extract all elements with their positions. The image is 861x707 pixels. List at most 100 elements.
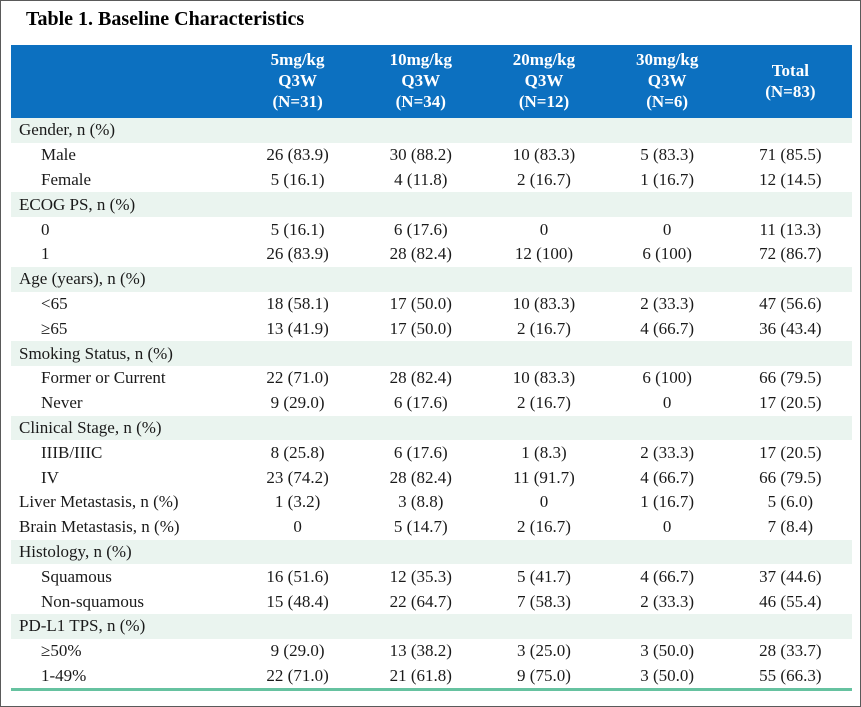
cell-value: 16 (51.6) (266, 566, 329, 586)
row-label: Never (41, 393, 83, 413)
row-label: 0 (41, 219, 50, 239)
row-label: <65 (41, 293, 68, 313)
cell-value: 6 (17.6) (393, 393, 448, 413)
cell-value: 22 (71.0) (266, 368, 329, 388)
cell-value: 3 (25.0) (517, 641, 571, 661)
cell-value: 18 (58.1) (266, 293, 329, 313)
table-body: Gender, n (%) Male 26 (83.9) 30 (88.2) 10 (8… (11, 118, 852, 688)
table-row: Non-squamous 15 (48.4) 22 (64.7) 7 (58.3) 2 … (11, 589, 852, 614)
column-header-line: Q3W (647, 71, 687, 91)
row-label: Male (41, 145, 76, 165)
table-row: 1 26 (83.9) 28 (82.4) 12 (100) 6 (100) 72 (86… (11, 242, 852, 267)
cell-value: 6 (100) (642, 244, 692, 264)
column-header: 20mg/kg Q3W (N=12) (482, 50, 605, 112)
column-header-line: Total (771, 60, 809, 80)
cell-value: 7 (8.4) (767, 517, 813, 537)
section-label: Clinical Stage, n (%) (19, 417, 162, 437)
cell-value: 46 (55.4) (759, 591, 822, 611)
table-row: 1-49% 22 (71.0) 21 (61.8) 9 (75.0) 3 (50.0) 5… (11, 664, 852, 689)
cell-value: 11 (13.3) (759, 219, 822, 239)
table-row: Female 5 (16.1) 4 (11.8) 2 (16.7) 1 (16.7) 12… (11, 168, 852, 193)
column-header-line: (N=6) (646, 91, 689, 111)
cell-value: 28 (82.4) (389, 467, 452, 487)
cell-value: 66 (79.5) (759, 467, 822, 487)
cell-value: 21 (61.8) (389, 665, 452, 685)
cell-value: 12 (100) (514, 244, 573, 264)
section-row: Smoking Status, n (%) (11, 341, 852, 366)
cell-value: 37 (44.6) (759, 566, 822, 586)
cell-value: 3 (50.0) (640, 641, 695, 661)
cell-value: 0 (293, 517, 302, 537)
table-header-row: 5mg/kg Q3W (N=31) 10mg/kg Q3W (N=34) 20mg/kg Q3… (11, 45, 852, 118)
row-label: IIIB/IIIC (41, 442, 103, 462)
row-label: 1 (41, 244, 50, 264)
column-header-line: 10mg/kg (389, 50, 452, 70)
cell-value: 55 (66.3) (759, 665, 822, 685)
table-row: <65 18 (58.1) 17 (50.0) 10 (83.3) 2 (33.3) 47… (11, 292, 852, 317)
cell-value: 8 (25.8) (270, 442, 325, 462)
column-header-line: Q3W (401, 71, 441, 91)
section-label: Gender, n (%) (19, 120, 116, 140)
cell-value: 2 (33.3) (640, 442, 695, 462)
section-label: Age (years), n (%) (19, 269, 146, 289)
cell-value: 9 (29.0) (270, 641, 325, 661)
cell-value: 12 (35.3) (389, 566, 452, 586)
cell-value: 2 (16.7) (517, 393, 571, 413)
table-title: Table 1. Baseline Characteristics (26, 8, 305, 30)
column-header-line: 30mg/kg (635, 50, 699, 70)
cell-value: 0 (662, 219, 672, 239)
cell-value: 28 (82.4) (389, 244, 452, 264)
cell-value: 0 (662, 393, 672, 413)
cell-value: 1 (3.2) (274, 492, 321, 512)
table-row: IIIB/IIIC 8 (25.8) 6 (17.6) 1 (8.3) 2 (33.3)… (11, 440, 852, 465)
column-header-line: (N=83) (765, 81, 816, 101)
cell-value: 28 (33.7) (759, 641, 822, 661)
cell-value: 71 (85.5) (759, 145, 822, 165)
cell-value: 0 (539, 219, 549, 239)
section-label: PD-L1 TPS, n (%) (19, 616, 146, 636)
column-header-line: 5mg/kg (270, 50, 325, 70)
cell-value: 5 (6.0) (767, 492, 813, 512)
cell-value: 17 (50.0) (389, 318, 452, 338)
cell-value: 6 (100) (642, 368, 692, 388)
cell-value: 9 (29.0) (270, 393, 325, 413)
cell-value: 5 (16.1) (270, 169, 325, 189)
row-label: Squamous (41, 566, 112, 586)
column-header-line: (N=12) (518, 91, 570, 111)
cell-value: 10 (83.3) (512, 293, 576, 313)
cell-value: 2 (16.7) (517, 169, 571, 189)
cell-value: 13 (38.2) (389, 641, 452, 661)
section-row: PD-L1 TPS, n (%) (11, 613, 852, 639)
cell-value: 3 (50.0) (640, 665, 695, 685)
section-row: Gender, n (%) (11, 118, 852, 143)
table-row: 0 5 (16.1) 6 (17.6) 0 0 11 (13.3) (11, 217, 852, 242)
column-header-line: (N=34) (395, 91, 446, 111)
cell-value: 4 (66.7) (640, 318, 695, 338)
cell-value: 7 (58.3) (517, 591, 571, 611)
cell-value: 1 (16.7) (640, 169, 695, 189)
cell-value: 28 (82.4) (389, 368, 452, 388)
cell-value: 2 (33.3) (640, 293, 695, 313)
table-row: ≥65 13 (41.9) 17 (50.0) 2 (16.7) 4 (66.7) 36 … (11, 316, 852, 341)
column-header-line: Q3W (278, 71, 317, 91)
column-header-line: Q3W (524, 71, 564, 91)
cell-value: 12 (14.5) (759, 169, 822, 189)
cell-value: 0 (662, 517, 672, 537)
cell-value: 10 (83.3) (512, 368, 576, 388)
table-row: ≥50% 9 (29.0) 13 (38.2) 3 (25.0) 3 (50.0) 28 … (11, 639, 852, 664)
section-row: Histology, n (%) (11, 539, 852, 565)
section-row: Clinical Stage, n (%) (11, 415, 852, 441)
cell-value: 4 (11.8) (394, 169, 448, 189)
cell-value: 2 (16.7) (517, 318, 571, 338)
cell-value: 5 (83.3) (640, 145, 695, 165)
row-label: Non-squamous (41, 591, 144, 611)
table-row: Liver Metastasis, n (%) 1 (3.2) 3 (8.8) 0 1 … (11, 490, 852, 515)
column-header: 30mg/kg Q3W (N=6) (606, 50, 729, 112)
row-label: Female (41, 169, 92, 189)
cell-value: 4 (66.7) (640, 566, 695, 586)
table-row: Male 26 (83.9) 30 (88.2) 10 (83.3) 5 (83.3) 7… (11, 143, 852, 168)
cell-value: 6 (17.6) (393, 219, 448, 239)
row-label: ≥50% (41, 641, 82, 661)
cell-value: 2 (16.7) (517, 517, 571, 537)
cell-value: 0 (539, 492, 549, 512)
